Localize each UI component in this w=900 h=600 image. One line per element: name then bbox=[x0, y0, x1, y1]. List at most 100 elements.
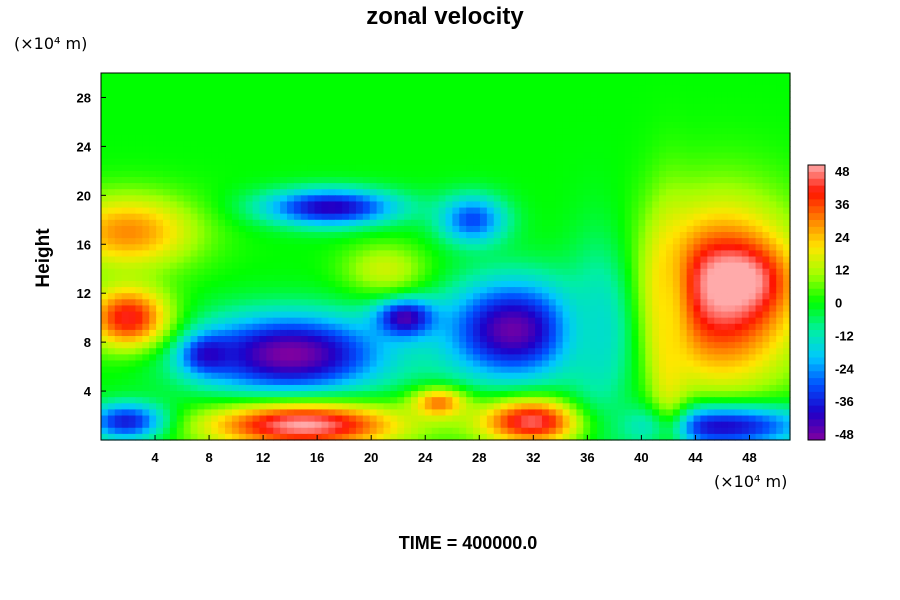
heatmap-cell bbox=[328, 280, 336, 288]
heatmap-cell bbox=[521, 317, 529, 325]
heatmap-cell bbox=[266, 183, 274, 190]
heatmap-cell bbox=[183, 360, 192, 368]
heatmap-cell bbox=[507, 109, 515, 117]
heatmap-cell bbox=[314, 323, 323, 331]
heatmap-cell bbox=[266, 238, 274, 245]
heatmap-cell bbox=[445, 121, 453, 129]
heatmap-cell bbox=[176, 348, 185, 355]
heatmap-cell bbox=[438, 317, 447, 325]
heatmap-cell bbox=[300, 238, 309, 245]
heatmap-cell bbox=[672, 97, 681, 105]
heatmap-cell bbox=[659, 348, 667, 355]
heatmap-cell bbox=[535, 176, 543, 184]
heatmap-cell bbox=[300, 195, 309, 203]
heatmap-cell bbox=[597, 176, 605, 184]
heatmap-cell bbox=[335, 262, 343, 270]
heatmap-cell bbox=[438, 372, 447, 380]
heatmap-cell bbox=[397, 91, 405, 99]
heatmap-cell bbox=[493, 250, 502, 258]
heatmap-cell bbox=[218, 103, 226, 111]
heatmap-cell bbox=[624, 121, 633, 129]
heatmap-cell bbox=[293, 213, 302, 221]
heatmap-cell bbox=[135, 134, 143, 141]
heatmap-cell bbox=[672, 195, 681, 203]
heatmap-cell bbox=[762, 329, 770, 337]
heatmap-cell bbox=[300, 299, 309, 307]
heatmap-cell bbox=[486, 207, 495, 215]
heatmap-cell bbox=[597, 329, 605, 337]
heatmap-cell bbox=[679, 342, 688, 349]
heatmap-cell bbox=[603, 170, 612, 178]
heatmap-cell bbox=[273, 336, 281, 343]
heatmap-cell bbox=[259, 164, 267, 172]
heatmap-cell bbox=[652, 311, 660, 319]
heatmap-cell bbox=[597, 207, 605, 215]
heatmap-cell bbox=[431, 91, 440, 99]
heatmap-cell bbox=[355, 170, 364, 178]
heatmap-cell bbox=[259, 201, 267, 209]
heatmap-cell bbox=[776, 250, 784, 258]
heatmap-cell bbox=[424, 103, 433, 111]
heatmap-cell bbox=[252, 311, 261, 319]
heatmap-cell bbox=[486, 140, 495, 147]
heatmap-cell bbox=[555, 103, 564, 111]
heatmap-cell bbox=[734, 183, 743, 190]
heatmap-cell bbox=[252, 287, 261, 294]
heatmap-cell bbox=[328, 91, 336, 99]
heatmap-cell bbox=[541, 201, 550, 209]
heatmap-cell bbox=[755, 134, 764, 141]
heatmap-cell bbox=[176, 299, 185, 307]
heatmap-cell bbox=[603, 360, 612, 368]
heatmap-cell bbox=[383, 219, 391, 227]
heatmap-cell bbox=[231, 336, 240, 343]
heatmap-cell bbox=[280, 329, 288, 337]
heatmap-cell bbox=[169, 336, 178, 343]
heatmap-cell bbox=[114, 73, 123, 80]
heatmap-cell bbox=[383, 146, 391, 154]
heatmap-cell bbox=[776, 91, 784, 99]
heatmap-cell bbox=[693, 225, 702, 233]
heatmap-cell bbox=[300, 274, 309, 282]
heatmap-cell bbox=[445, 250, 453, 258]
heatmap-cell bbox=[273, 97, 281, 105]
heatmap-cell bbox=[404, 103, 412, 111]
heatmap-cell bbox=[721, 91, 729, 99]
heatmap-cell bbox=[128, 109, 137, 117]
heatmap-cell bbox=[521, 152, 529, 160]
heatmap-cell bbox=[783, 250, 791, 258]
heatmap-cell bbox=[783, 256, 791, 264]
heatmap-cell bbox=[183, 189, 192, 196]
heatmap-cell bbox=[459, 372, 467, 380]
heatmap-cell bbox=[603, 354, 612, 362]
heatmap-cell bbox=[769, 164, 777, 172]
heatmap-cell bbox=[362, 372, 371, 380]
heatmap-cell bbox=[424, 354, 433, 362]
heatmap-cell bbox=[528, 311, 536, 319]
heatmap-cell bbox=[631, 348, 640, 355]
heatmap-cell bbox=[486, 299, 495, 307]
heatmap-cell bbox=[535, 305, 543, 313]
heatmap-cell bbox=[466, 372, 474, 380]
heatmap-cell bbox=[645, 372, 653, 380]
heatmap-cell bbox=[576, 268, 584, 276]
heatmap-cell bbox=[114, 311, 123, 319]
heatmap-cell bbox=[335, 317, 343, 325]
heatmap-cell bbox=[672, 305, 681, 313]
heatmap-cell bbox=[225, 323, 233, 331]
heatmap-cell bbox=[176, 201, 185, 209]
heatmap-cell bbox=[431, 274, 440, 282]
heatmap-cell bbox=[156, 372, 164, 380]
heatmap-cell bbox=[562, 287, 571, 294]
heatmap-cell bbox=[776, 329, 784, 337]
heatmap-cell bbox=[597, 73, 605, 80]
heatmap-cell bbox=[335, 109, 343, 117]
heatmap-cell bbox=[528, 225, 536, 233]
heatmap-cell bbox=[424, 250, 433, 258]
heatmap-cell bbox=[466, 274, 474, 282]
heatmap-cell bbox=[762, 73, 770, 80]
heatmap-cell bbox=[197, 274, 205, 282]
heatmap-cell bbox=[762, 366, 770, 374]
heatmap-cell bbox=[128, 164, 137, 172]
heatmap-cell bbox=[121, 207, 130, 215]
heatmap-cell bbox=[328, 164, 336, 172]
